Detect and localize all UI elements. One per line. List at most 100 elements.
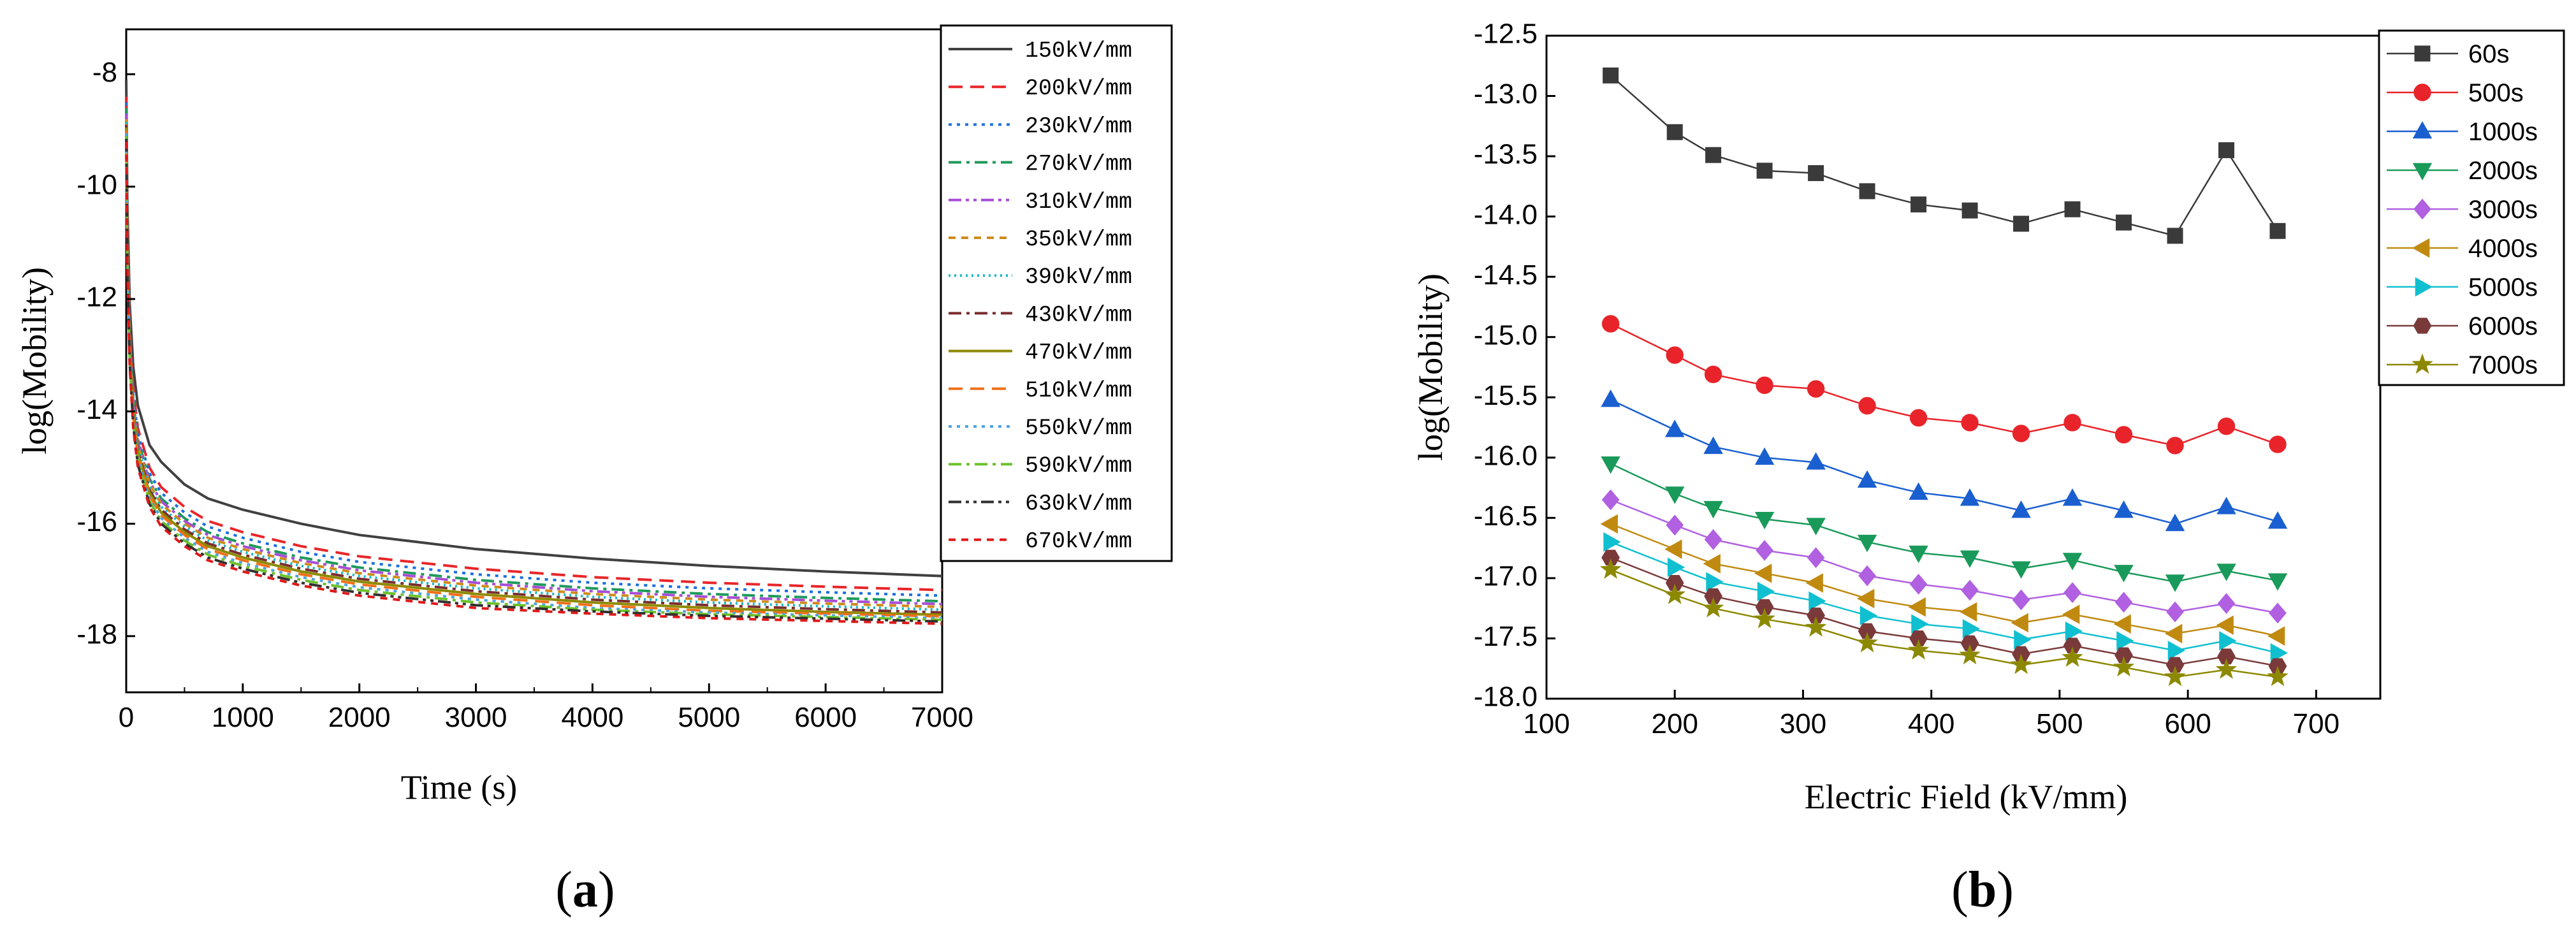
panel-b-data-point [1805,616,1827,637]
panel-a-legend-label: 390kV/mm [1025,265,1132,290]
panel-a-y-tick-label: -18 [76,618,117,650]
panel-b-data-point [1666,514,1684,536]
panel-a-x-tick-label: 2000 [328,702,391,733]
panel-b-data-point [1603,67,1619,84]
panel-b-data-point [1705,147,1722,163]
panel-b-legend-label: 5000s [2468,273,2538,302]
panel-b-data-point [1858,565,1876,586]
panel-b-data-point [1909,482,1928,500]
panel-b-data-point [1703,500,1723,519]
panel-b-data-point [2113,656,2135,677]
panel-a-y-tick-label: -16 [76,506,117,537]
panel-b-data-point [1805,573,1823,593]
panel-b-legend-label: 2000s [2468,157,2538,185]
panel-b-data-point [2062,604,2080,624]
panel-a-x-tick-label: 0 [119,702,134,733]
panel-b-x-tick-label: 100 [1523,708,1569,739]
panel-b-data-point [1857,588,1875,609]
panel-b-x-tick-label: 300 [1780,708,1826,739]
panel-b-series-line [1610,557,2278,667]
panel-b-data-point [1601,315,1620,333]
panel-b-data-point [2269,222,2286,239]
panel-a-chart: -8 -10 -12 -14 -16 -18 0 1000 2000 3000 4000 5000 6… [15,24,1173,918]
panel-b-data-point [2062,488,2083,506]
panel-b-x-tick-label: 200 [1652,708,1698,739]
panel-a-series-line [125,142,943,625]
panel-a-legend-label: 510kV/mm [1025,378,1132,404]
panel-b-data-point [2063,414,2081,432]
panel-b-data-point [1664,419,1685,437]
panel-a-x-tick-label: 4000 [561,702,623,733]
panel-a-legend-box [940,24,1173,562]
panel-b-data-point [1961,202,1978,219]
panel-b-data-point [1808,591,1826,611]
panel-b-y-tick-label: -14.0 [1474,199,1538,230]
panel-b-data-point [1960,635,1979,652]
panel-b-data-point [1960,488,1980,506]
panel-a-y-tick-label: -14 [76,394,117,425]
panel-b-data-point [2164,666,2186,687]
panel-b-y-tick-label: -14.5 [1474,259,1538,291]
panel-b-data-point [1754,564,1772,583]
panel-b-data-point [1909,573,1928,595]
panel-b-y-tick-label: -12.5 [1474,18,1538,50]
panel-b-series-line [1610,323,2278,447]
panel-b-data-point [1807,547,1825,569]
panel-b-data-point [1962,619,1981,639]
panel-b-data-point [2116,214,2132,231]
panel-b-caption-letter: b [1968,862,1997,918]
panel-b-data-point [2012,425,2030,442]
panel-b-data-point [2217,648,2236,665]
panel-b-data-point [2011,500,2031,518]
panel-b-legend: 60s 500s 1000s 2000s 3000s 4000s 5000s 6000s 700… [2378,29,2565,386]
panel-b-data-point [1601,390,1620,407]
panel-b-data-point [2114,592,2133,613]
panel-b-data-point [2063,637,2082,654]
panel-b-x-tick-label: 600 [2164,708,2211,739]
panel-b-data-point [2216,564,2236,581]
panel-b-data-point [1911,614,1929,634]
panel-a-series-line [125,122,943,611]
panel-b-y-tick-label: -17.5 [1474,621,1538,652]
panel-b-legend-label: 3000s [2468,196,2538,224]
panel-b-data-point [2269,602,2287,624]
panel-b-data-point [1664,539,1682,559]
panel-b-data-point [1960,550,1980,568]
panel-b-series-line [1610,523,2278,637]
panel-a-y-tick-label: -8 [92,57,117,88]
panel-b-data-point [1704,529,1722,550]
panel-b-data-point [1910,196,1927,213]
panel-b-data-point [1667,557,1685,578]
panel-b-data-point [2167,641,2186,660]
panel-b-x-tick-label: 500 [2036,708,2083,739]
panel-b-legend-label: 500s [2468,79,2524,107]
panel-b-legend-marker [2414,45,2431,62]
panel-a-x-ticks: 0 1000 2000 3000 4000 5000 6000 7000 [119,683,973,733]
panel-a-series-lines [125,80,943,625]
panel-b-data-point [1603,532,1621,552]
panel-b-data-point [1664,486,1685,504]
panel-b-data-point [2165,657,2185,673]
panel-a-legend-label: 150kV/mm [1025,38,1132,64]
panel-b-x-tick-label: 400 [1908,708,1954,739]
panel-a-caption: (a) [555,862,615,918]
panel-b-data-point [1703,553,1721,574]
panel-b-data-point [1599,558,1622,579]
panel-a-legend-label: 350kV/mm [1025,227,1132,252]
panel-a-legend-label: 470kV/mm [1025,340,1132,366]
panel-b-data-point [2270,643,2289,663]
panel-b-data-point [1665,575,1684,591]
panel-a-y-axis-label: log(Mobility) [15,267,54,455]
panel-b-legend-label: 60s [2468,40,2510,68]
panel-a-series-line [125,138,943,623]
panel-b-data-point [2014,630,2032,650]
panel-b-data-point [1859,183,1875,200]
panel-b-data-point [1754,447,1775,465]
panel-b-data-point [1909,630,1928,646]
panel-b-data-point [2267,573,2288,591]
panel-a-x-tick-label: 5000 [678,702,740,733]
panel-a-legend-label: 670kV/mm [1025,529,1132,555]
panel-b-data-point [1808,165,1824,182]
panel-b-series-line [1610,463,2278,583]
